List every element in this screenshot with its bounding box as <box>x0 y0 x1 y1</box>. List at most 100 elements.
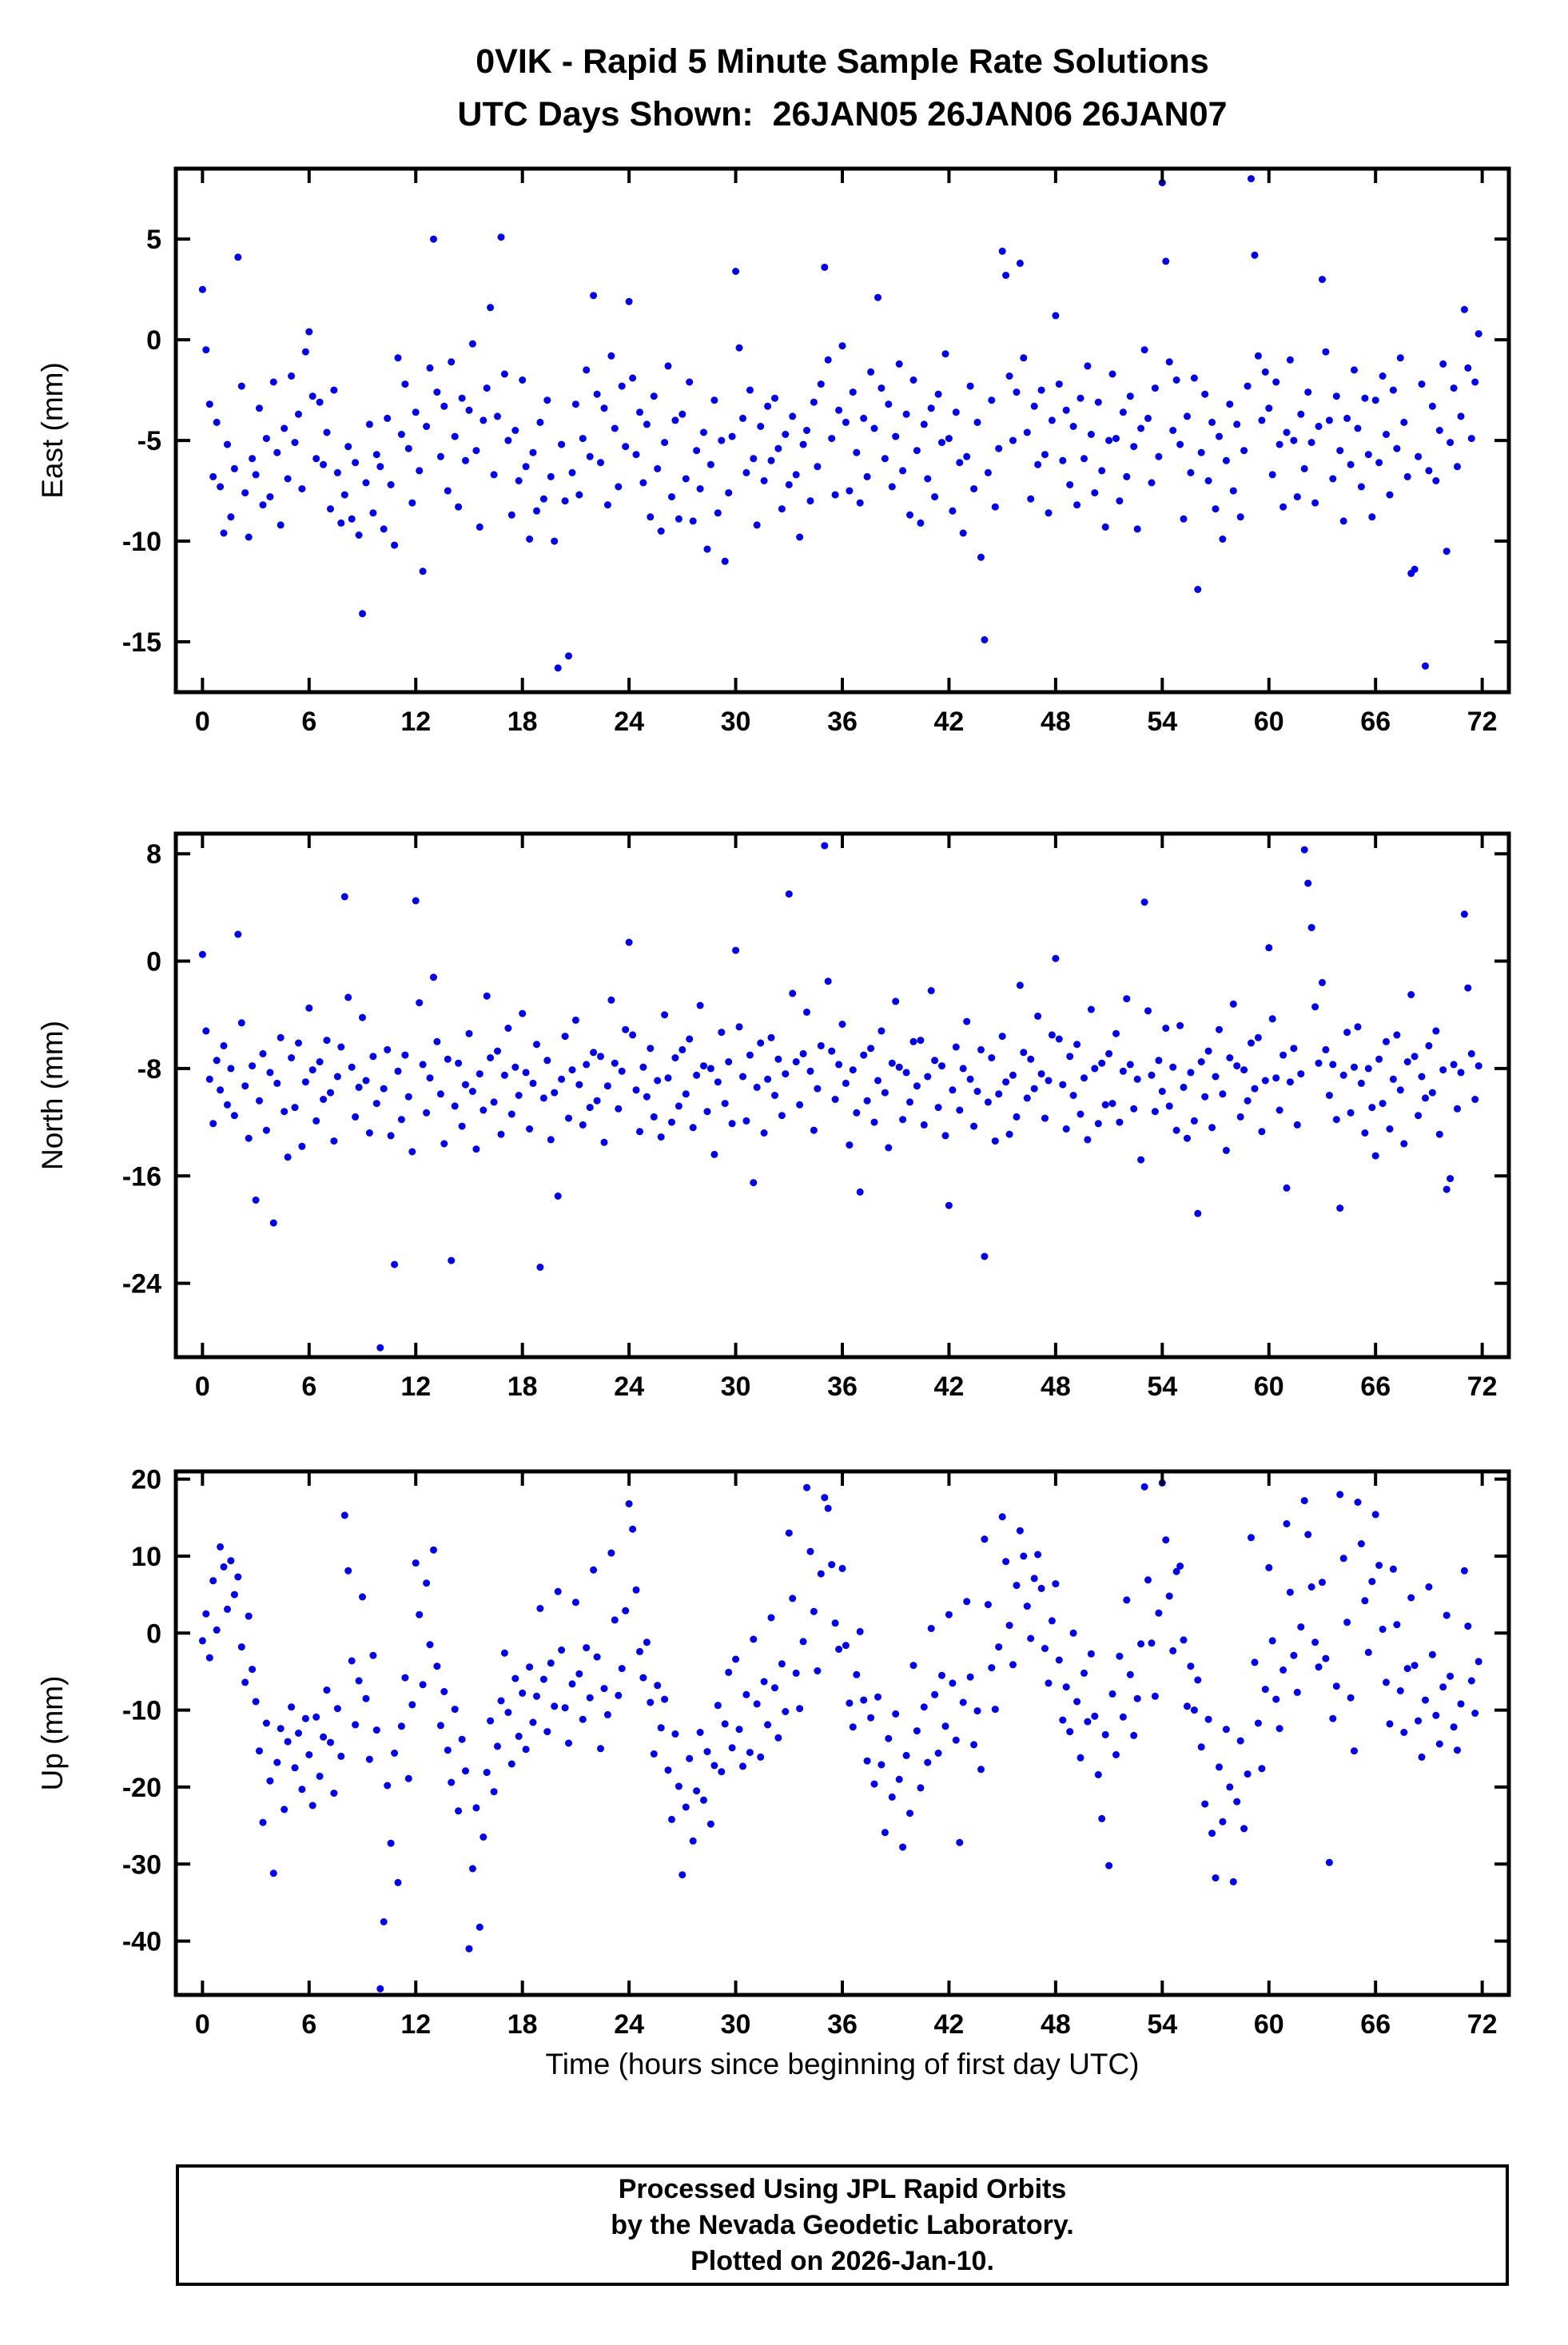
data-point <box>1158 1088 1166 1095</box>
x-tick-label: 54 <box>1147 707 1177 737</box>
data-point <box>710 1150 718 1158</box>
data-point <box>198 1637 206 1645</box>
data-point <box>1133 525 1141 533</box>
data-point <box>1460 305 1468 313</box>
data-point <box>397 1722 405 1730</box>
data-point <box>1400 418 1408 426</box>
data-point <box>1443 1185 1451 1193</box>
data-point <box>281 1806 289 1813</box>
data-point <box>941 350 949 358</box>
y-tick-label: 5 <box>146 225 161 255</box>
data-point <box>1005 1622 1013 1630</box>
data-point <box>472 447 480 455</box>
data-point <box>312 455 320 463</box>
data-point <box>1304 388 1312 396</box>
data-point <box>1059 1716 1067 1724</box>
data-point <box>1062 1683 1070 1691</box>
data-point <box>1080 1074 1088 1082</box>
data-point <box>1197 448 1205 456</box>
data-point <box>316 1772 324 1780</box>
data-point <box>1371 1152 1379 1160</box>
data-point <box>924 1073 932 1081</box>
data-point <box>1371 396 1379 404</box>
data-point <box>1439 1683 1447 1691</box>
data-point <box>703 1108 711 1116</box>
data-point <box>806 1547 814 1555</box>
data-point <box>1286 1078 1294 1086</box>
data-point <box>1126 392 1134 400</box>
data-point <box>1300 846 1308 854</box>
data-point <box>1148 1639 1156 1647</box>
data-point <box>412 408 420 416</box>
data-point <box>771 1092 778 1099</box>
data-point <box>792 1669 800 1677</box>
data-point <box>536 418 544 426</box>
data-point <box>810 1607 818 1615</box>
data-point <box>817 380 825 388</box>
data-point <box>376 1985 384 1993</box>
data-point <box>1187 1069 1195 1077</box>
data-point <box>991 1137 999 1145</box>
data-point <box>831 1619 839 1627</box>
data-point <box>1130 1731 1138 1739</box>
data-point <box>1258 1128 1266 1136</box>
data-point <box>1140 898 1148 906</box>
data-point <box>789 989 797 997</box>
data-point <box>1375 459 1383 467</box>
data-point <box>1034 1012 1042 1020</box>
data-point <box>1336 1491 1344 1499</box>
data-point <box>330 1137 338 1145</box>
data-point <box>906 1810 913 1817</box>
data-point <box>1272 1074 1280 1082</box>
data-point <box>558 1646 566 1654</box>
data-point <box>1098 467 1106 475</box>
data-point <box>344 443 352 451</box>
data-point <box>1428 402 1436 410</box>
data-point <box>1045 1679 1053 1687</box>
data-point <box>679 410 686 418</box>
data-point <box>547 1659 555 1667</box>
data-point <box>426 1074 434 1082</box>
data-point <box>696 1001 704 1009</box>
data-point <box>408 1701 416 1709</box>
data-point <box>483 1769 491 1777</box>
data-point <box>1265 1563 1273 1571</box>
y-tick-label: -20 <box>122 1773 161 1803</box>
data-point <box>590 292 598 300</box>
x-tick-label: 6 <box>301 707 316 737</box>
data-point <box>412 897 420 905</box>
data-point <box>849 388 857 396</box>
data-point <box>1418 380 1426 388</box>
data-point <box>814 1667 822 1674</box>
data-point <box>1052 312 1060 320</box>
data-point <box>799 1049 807 1057</box>
data-point <box>340 893 348 901</box>
data-point <box>1123 995 1131 1003</box>
data-point <box>298 1142 306 1150</box>
data-point <box>384 1782 392 1790</box>
data-point <box>1133 1694 1141 1702</box>
data-point <box>1020 1552 1028 1560</box>
data-point <box>198 285 206 293</box>
data-point <box>1400 1140 1408 1148</box>
data-point <box>458 1122 466 1130</box>
data-point <box>799 440 807 448</box>
east-panel-chart: 0 6 12 18 24 30 36 42 48 54 60 66 72 5 0 -5 -10 -15 East (… <box>36 166 1511 737</box>
data-point <box>636 1128 643 1136</box>
data-point <box>796 533 804 541</box>
data-point <box>1027 1055 1035 1063</box>
data-point <box>1108 1100 1116 1108</box>
data-point <box>600 1138 608 1146</box>
data-point <box>1226 400 1234 408</box>
data-point <box>1027 1634 1035 1642</box>
data-point <box>1347 1694 1355 1702</box>
data-point <box>1208 1124 1216 1132</box>
data-point <box>1411 565 1419 573</box>
data-point <box>995 1090 1003 1098</box>
data-point <box>558 1075 566 1083</box>
data-point <box>1119 408 1127 416</box>
data-point <box>966 382 974 390</box>
data-point <box>1364 1065 1372 1073</box>
data-point <box>423 423 431 430</box>
data-point <box>1233 420 1241 428</box>
